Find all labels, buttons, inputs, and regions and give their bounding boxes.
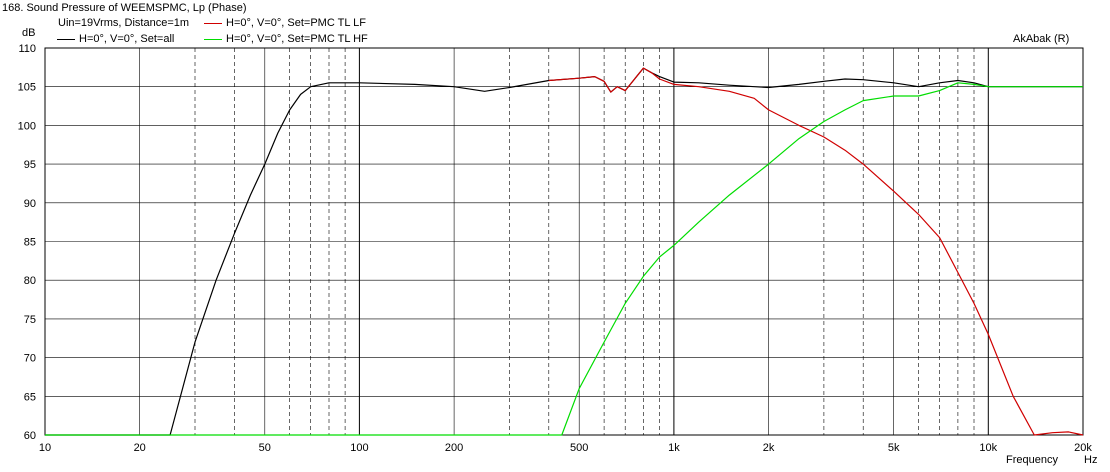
x-axis-label: Frequency [1006,454,1058,466]
x-tick-label: 2k [763,442,775,454]
y-tick-label: 100 [18,120,36,132]
x-tick-label: 1k [668,442,680,454]
y-tick-label: 105 [18,82,36,94]
x-tick-label: 10k [979,442,997,454]
series-line-3 [45,82,1083,436]
credit-label: AkAbak (R) [1013,33,1070,45]
legend-swatch-hf [204,38,222,40]
x-tick-label: 20 [134,442,146,454]
x-tick-label: 100 [350,442,368,454]
y-tick-label: 60 [24,430,36,442]
legend-item-hf: H=0°, V=0°, Set=PMC TL HF [204,33,368,45]
legend-swatch-all [57,38,75,40]
legend-label-lf: H=0°, V=0°, Set=PMC TL LF [226,17,366,29]
series-layer [45,67,1084,436]
grid [45,48,1084,435]
x-tick-label: 5k [888,442,900,454]
y-tick-label: 90 [24,198,36,210]
y-tick-label: 75 [24,314,36,326]
legend-item-all: H=0°, V=0°, Set=all [57,33,174,45]
legend-swatch-lf [204,22,222,24]
chart-subtitle: Uin=19Vrms, Distance=1m [58,17,190,29]
y-unit-label: dB [22,27,36,39]
y-tick-label: 85 [24,237,36,249]
y-tick-label: 110 [18,43,36,55]
x-tick-label: 20k [1074,442,1092,454]
y-tick-labels: 60 65 70 75 80 85 90 95 100 105 110 [18,43,36,442]
legend-label-hf: H=0°, V=0°, Set=PMC TL HF [226,33,368,45]
series-line-2 [548,67,1084,436]
y-tick-label: 65 [24,391,36,403]
y-tick-label: 95 [24,159,36,171]
y-tick-label: 80 [24,275,36,287]
x-tick-labels: 10 20 50 100 200 500 1k 2k 5k 10k 20k [39,442,1092,454]
x-tick-label: 50 [259,442,271,454]
x-tick-label: 500 [570,442,588,454]
chart-title: 168. Sound Pressure of WEEMSPMC, Lp (Pha… [2,2,247,14]
x-unit-label: Hz [1084,454,1098,466]
x-tick-label: 200 [445,442,463,454]
x-tick-label: 10 [39,442,51,454]
legend-label-all: H=0°, V=0°, Set=all [79,33,175,45]
legend-item-lf: H=0°, V=0°, Set=PMC TL LF [204,17,366,29]
y-tick-label: 70 [24,353,36,365]
